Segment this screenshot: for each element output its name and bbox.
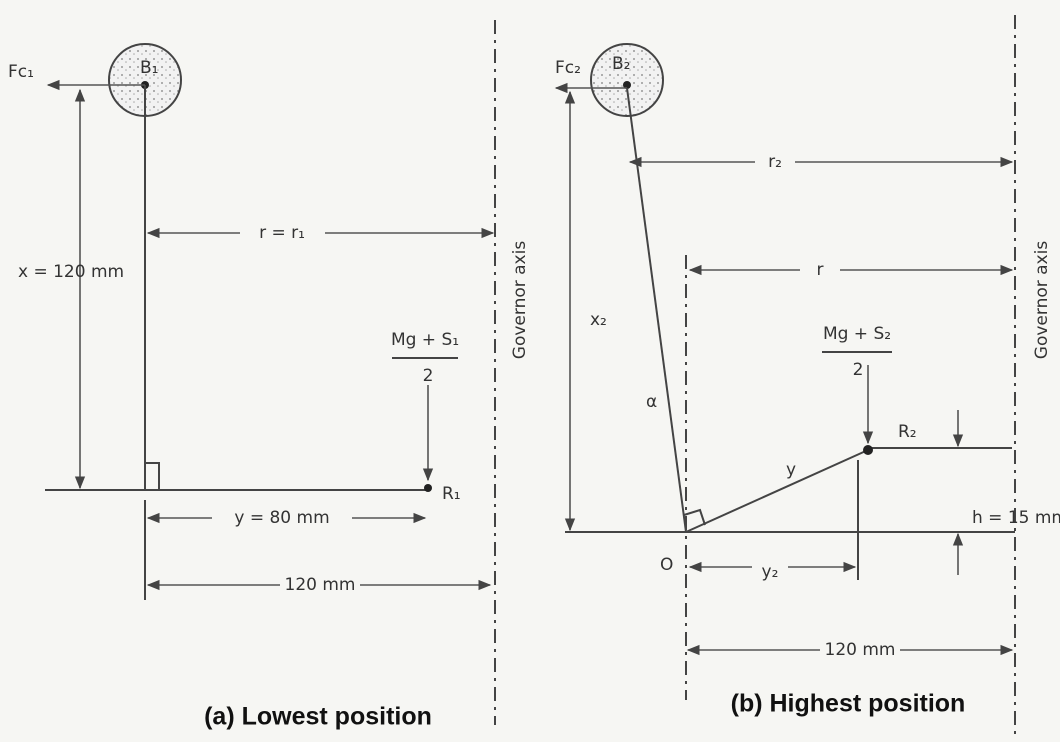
load-denominator: 2 — [853, 360, 864, 380]
caption: (a) Lowest position — [204, 703, 432, 731]
arm-label: y = 80 mm — [234, 508, 329, 528]
arm-projection-label: y₂ — [762, 562, 779, 582]
reaction-label: R₁ — [442, 484, 461, 504]
axis-label: Governor axis — [510, 241, 530, 360]
reaction-label: R₂ — [898, 422, 917, 442]
ball-label: B₁ — [140, 58, 158, 78]
axis-label: Governor axis — [1032, 241, 1052, 360]
origin-label: O — [660, 555, 673, 575]
force-label: Fc₁ — [8, 62, 34, 82]
joint — [863, 445, 873, 455]
lift-label: h = 15 mm — [972, 508, 1060, 528]
radius-label: r — [817, 260, 824, 280]
radius-label: r = r₁ — [259, 223, 305, 243]
force-label: Fc₂ — [555, 58, 581, 78]
angle-label: α — [646, 392, 657, 412]
height-label: x₂ — [590, 310, 607, 330]
arm-label: y — [786, 460, 796, 480]
ball-radius-label: r₂ — [768, 152, 782, 172]
load-numerator: Mg + S₁ — [391, 330, 459, 350]
caption: (b) Highest position — [731, 690, 966, 718]
diagram: Fc₁ B₁ x = 120 mm r = r₁ Governor axis M… — [0, 0, 1060, 742]
load-numerator: Mg + S₂ — [823, 324, 891, 344]
height-label: x = 120 mm — [18, 262, 124, 282]
load-denominator: 2 — [423, 366, 434, 386]
width-label: 120 mm — [285, 575, 356, 595]
ball-label: B₂ — [612, 54, 630, 74]
width-label: 120 mm — [825, 640, 896, 660]
joint — [424, 484, 432, 492]
